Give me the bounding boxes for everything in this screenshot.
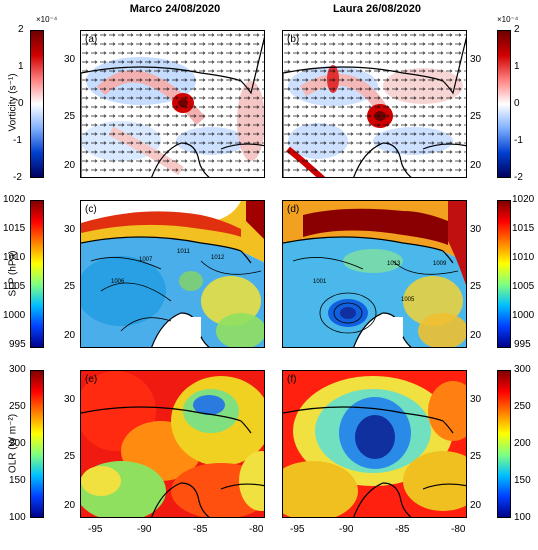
- slp-tick: 1020: [512, 194, 535, 205]
- lat-tick-right: 25: [470, 281, 482, 292]
- slp-tick: 1005: [512, 281, 535, 292]
- vorticity-axis-label: Vorticity (s⁻¹): [7, 73, 19, 132]
- vorticity-colorbar-right: [497, 30, 511, 178]
- olr-tick: 100: [9, 512, 26, 523]
- lat-tick: 20: [64, 330, 76, 341]
- lon-tick: -80: [249, 524, 264, 535]
- slp-colorbar-left: [30, 200, 44, 348]
- olr-tick: 300: [9, 364, 26, 375]
- lat-tick-right: 30: [470, 224, 482, 235]
- lat-tick: 25: [64, 111, 76, 122]
- slp-tick: 1015: [3, 223, 26, 234]
- olr-tick: 100: [514, 512, 531, 523]
- lon-tick: -90: [137, 524, 152, 535]
- olr-tick: 200: [9, 438, 26, 449]
- olr-tick: 300: [514, 364, 531, 375]
- lat-tick-right: 20: [470, 160, 482, 171]
- lat-tick-right: 25: [470, 451, 482, 462]
- contour-label: 1005: [401, 297, 415, 303]
- panel-label-e: (e): [85, 374, 98, 385]
- lon-tick: -80: [451, 524, 466, 535]
- lon-tick: -95: [88, 524, 103, 535]
- vorticity-tick: 1: [514, 61, 520, 72]
- lat-tick: 30: [64, 394, 76, 405]
- lon-tick: -90: [339, 524, 354, 535]
- vorticity-exponent-left: ×10⁻⁴: [36, 15, 58, 24]
- vorticity-tick: 2: [514, 24, 520, 35]
- slp-tick: 1020: [3, 194, 26, 205]
- panel-label-d: (d): [287, 204, 300, 215]
- olr-colorbar-right: [497, 370, 511, 518]
- lat-tick: 20: [64, 160, 76, 171]
- panel-label-f: (f): [287, 374, 297, 385]
- vorticity-tick: 2: [18, 24, 24, 35]
- lon-tick: -85: [193, 524, 208, 535]
- panel-d-slp-laura: (d) 1001 1013 1005 1009: [282, 200, 467, 348]
- slp-colorbar-right: [497, 200, 511, 348]
- right-column-title: Laura 26/08/2020: [332, 3, 422, 15]
- panel-label-b: (b): [287, 34, 300, 45]
- slp-tick: 1010: [3, 252, 26, 263]
- lat-tick: 30: [64, 54, 76, 65]
- contour-label: 1001: [313, 279, 327, 285]
- lat-tick-right: 20: [470, 330, 482, 341]
- vorticity-tick: 1: [18, 61, 24, 72]
- lat-tick: 25: [64, 281, 76, 292]
- olr-tick: 150: [9, 475, 26, 486]
- lat-tick: 20: [64, 500, 76, 511]
- vorticity-tick: -2: [13, 172, 22, 183]
- vorticity-colorbar-left: [30, 30, 44, 178]
- olr-tick: 200: [514, 438, 531, 449]
- lat-tick: 30: [64, 224, 76, 235]
- lat-tick-right: 30: [470, 394, 482, 405]
- slp-tick: 1000: [512, 310, 535, 321]
- vorticity-tick: 0: [18, 98, 24, 109]
- contour-label: 1009: [433, 261, 447, 267]
- slp-tick: 995: [514, 339, 531, 350]
- lat-tick: 25: [64, 451, 76, 462]
- slp-tick: 995: [9, 339, 26, 350]
- vorticity-tick: -2: [514, 172, 523, 183]
- panel-e-olr-marco: (e): [80, 370, 265, 518]
- slp-tick: 1000: [3, 310, 26, 321]
- slp-axis-label: SLP (hPa): [7, 250, 19, 297]
- contour-label: 1012: [211, 255, 225, 261]
- contour-label: 1007: [139, 257, 153, 263]
- panel-label-a: (a): [85, 34, 98, 45]
- panel-c-slp-marco: (c) 1007 1011 1012 1006: [80, 200, 265, 348]
- olr-colorbar-left: [30, 370, 44, 518]
- slp-tick: 1005: [3, 281, 26, 292]
- panel-a-vorticity-marco: (a): [80, 30, 265, 178]
- olr-tick: 150: [514, 475, 531, 486]
- panel-f-olr-laura: (f): [282, 370, 467, 518]
- contour-label: 1013: [387, 261, 401, 267]
- vorticity-tick: 0: [514, 98, 520, 109]
- slp-tick: 1010: [512, 252, 535, 263]
- lat-tick-right: 25: [470, 111, 482, 122]
- contour-label: 1006: [111, 279, 125, 285]
- olr-tick: 250: [9, 401, 26, 412]
- slp-tick: 1015: [512, 223, 535, 234]
- lon-tick: -95: [290, 524, 305, 535]
- olr-tick: 250: [514, 401, 531, 412]
- contour-label: 1011: [177, 249, 190, 255]
- lat-tick-right: 30: [470, 54, 482, 65]
- left-column-title: Marco 24/08/2020: [129, 3, 221, 15]
- panel-label-c: (c): [85, 204, 97, 215]
- olr-axis-label: OLR (W m⁻²): [7, 413, 19, 474]
- lon-tick: -85: [395, 524, 410, 535]
- vorticity-exponent-right: ×10⁻⁴: [497, 15, 519, 24]
- panel-b-vorticity-laura: (b): [282, 30, 467, 178]
- vorticity-tick: -1: [13, 135, 22, 146]
- vorticity-tick: -1: [514, 135, 523, 146]
- lat-tick-right: 20: [470, 500, 482, 511]
